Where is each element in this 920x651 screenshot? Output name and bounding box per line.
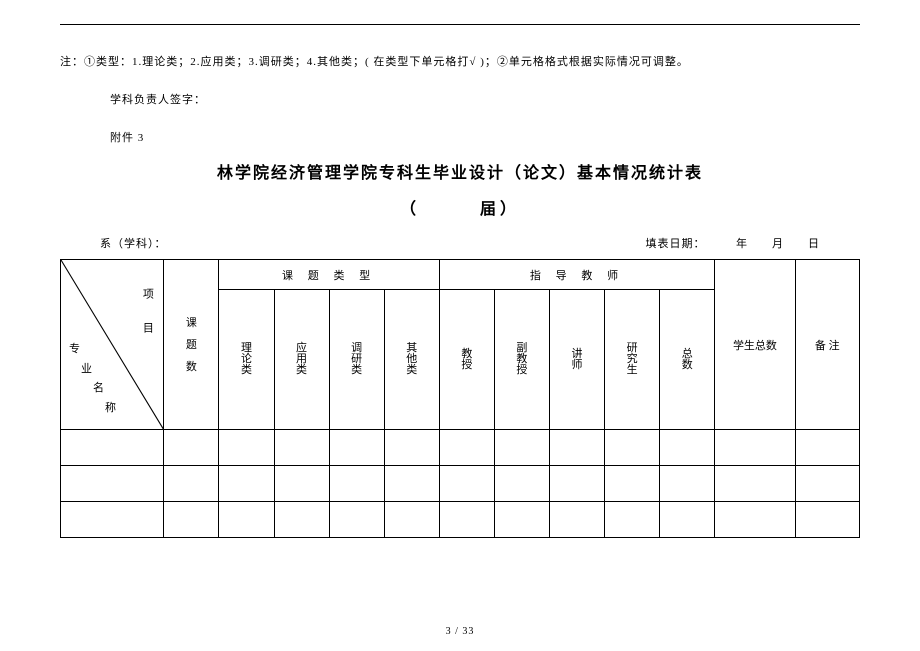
col-remark: 备 注 (795, 260, 859, 430)
col-type-applied: 应用类 (274, 290, 329, 430)
statistics-table: 项 目 专 业 名 称 课题数 课 题 类 型 指 导 教 师 学生总数 备 注… (60, 259, 860, 538)
meta-row: 系（学科）： 填表日期： 年 月 日 (60, 235, 860, 251)
col-type-other: 其他类 (384, 290, 439, 430)
fill-date-label: 填表日期： 年 月 日 (646, 235, 821, 251)
note-text: 注：①类型：1.理论类；2.应用类；3.调研类；4.其他类；( 在类型下单元格打… (60, 53, 860, 69)
table-row (61, 466, 860, 502)
col-type-research: 调研类 (329, 290, 384, 430)
attachment-label: 附件 3 (110, 129, 860, 145)
diag-bottom-label: 专 业 名 称 (69, 340, 116, 419)
col-teacher-total: 总数 (660, 290, 715, 430)
col-teacher-prof: 教授 (439, 290, 494, 430)
department-label: 系（学科）： (100, 235, 167, 251)
page-subtitle: （ 届） (60, 195, 860, 219)
col-teacher-assoc: 副教授 (494, 290, 549, 430)
page-number: 3 / 33 (0, 626, 920, 637)
group-advisor: 指 导 教 师 (439, 260, 714, 290)
signature-label: 学科负责人签字： (110, 91, 860, 107)
col-topic-count: 课题数 (164, 260, 219, 430)
diag-top-label: 项 目 (139, 288, 155, 343)
page-title: 林学院经济管理学院专科生毕业设计（论文）基本情况统计表 (60, 159, 860, 183)
col-teacher-grad: 研究生 (605, 290, 660, 430)
col-student-total: 学生总数 (715, 260, 795, 430)
diagonal-header-cell: 项 目 专 业 名 称 (61, 260, 164, 430)
table-row (61, 430, 860, 466)
col-teacher-lecturer: 讲师 (549, 290, 604, 430)
table-row (61, 502, 860, 538)
col-type-theory: 理论类 (219, 290, 274, 430)
group-topic-type: 课 题 类 型 (219, 260, 439, 290)
top-rule (60, 24, 860, 25)
